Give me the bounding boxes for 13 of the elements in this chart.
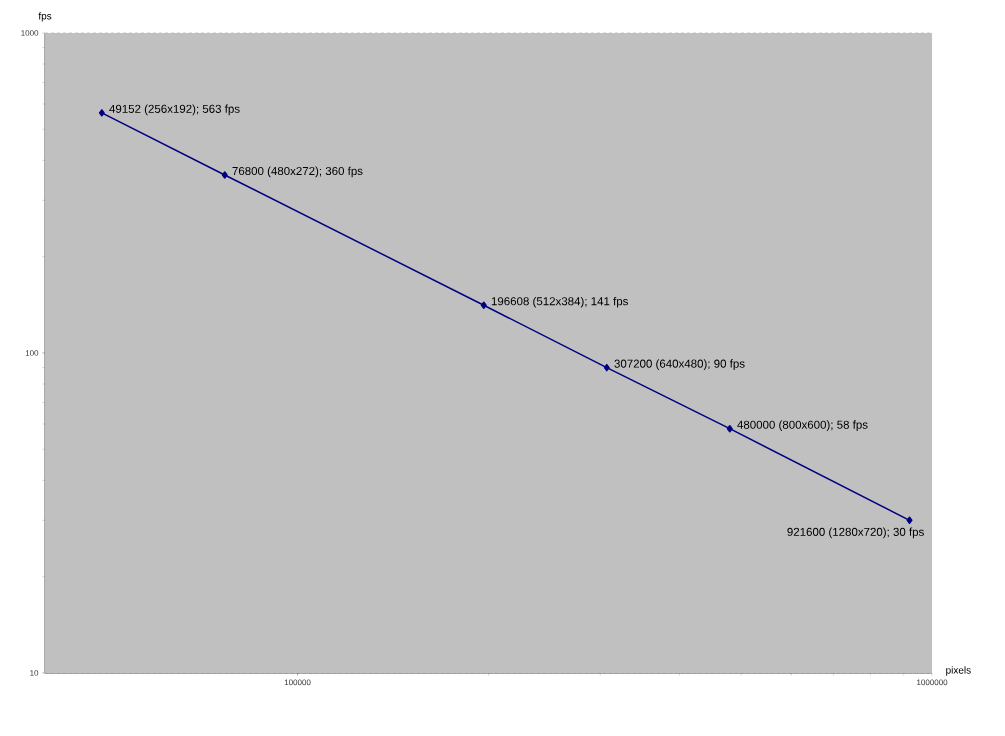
y-axis-title: fps — [38, 12, 52, 22]
x-tick-label: 1000000 — [917, 679, 948, 686]
y-tick-label: 100 — [25, 350, 39, 356]
data-label: 921600 (1280x720); 30 fps — [787, 527, 924, 539]
data-label: 49152 (256x192); 563 fps — [109, 104, 240, 116]
x-axis-title: pixels — [946, 666, 971, 676]
data-label: 480000 (800x600); 58 fps — [737, 420, 868, 432]
y-tick-label: 1000 — [21, 30, 39, 36]
y-tick-label: 10 — [30, 670, 39, 676]
data-label: 307200 (640x480); 90 fps — [614, 359, 745, 370]
x-tick-label: 100000 — [284, 679, 311, 686]
data-label: 196608 (512x384); 141 fps — [491, 296, 628, 308]
data-label: 76800 (480x272); 360 fps — [232, 166, 363, 178]
